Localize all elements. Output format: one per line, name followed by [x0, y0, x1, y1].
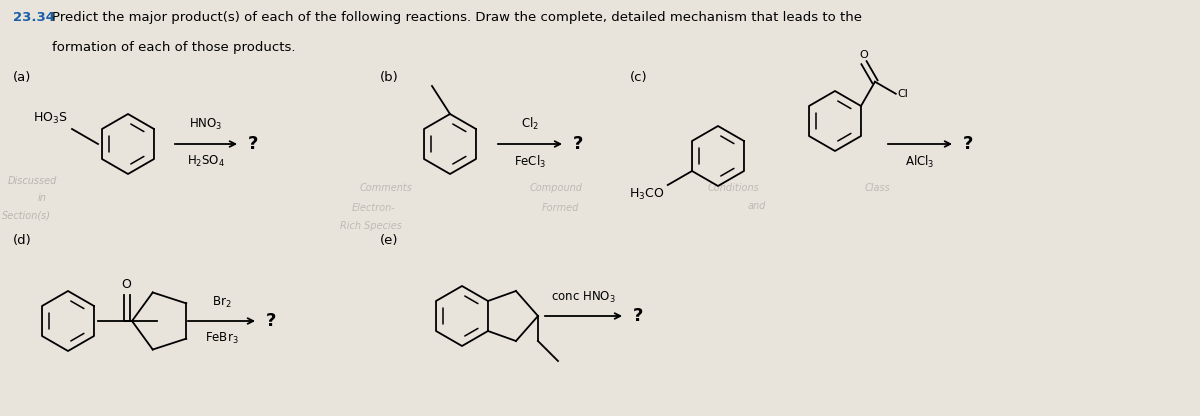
Text: ?: ? — [574, 135, 583, 153]
Text: Rich Species: Rich Species — [340, 221, 402, 231]
Text: O: O — [859, 50, 869, 60]
Text: ?: ? — [964, 135, 973, 153]
Text: (d): (d) — [13, 234, 31, 247]
Text: Electron-: Electron- — [352, 203, 396, 213]
Text: Conditions: Conditions — [708, 183, 760, 193]
Text: (a): (a) — [13, 71, 31, 84]
Text: Comments: Comments — [360, 183, 413, 193]
Text: Cl: Cl — [898, 89, 908, 99]
Text: ?: ? — [634, 307, 643, 325]
Text: ?: ? — [248, 135, 258, 153]
Text: Predict the major product(s) of each of the following reactions. Draw the comple: Predict the major product(s) of each of … — [52, 11, 862, 24]
Text: HO$_3$S: HO$_3$S — [34, 111, 68, 126]
Text: (b): (b) — [380, 71, 398, 84]
Text: H$_2$SO$_4$: H$_2$SO$_4$ — [187, 154, 226, 169]
Text: Compound: Compound — [530, 183, 583, 193]
Text: 23.34: 23.34 — [13, 11, 55, 24]
Text: H$_3$CO: H$_3$CO — [630, 187, 665, 202]
Text: HNO$_3$: HNO$_3$ — [190, 117, 223, 133]
Text: Discussed: Discussed — [8, 176, 58, 186]
Text: conc HNO$_3$: conc HNO$_3$ — [551, 290, 616, 305]
Text: Section(s): Section(s) — [2, 210, 50, 220]
Text: Br$_2$: Br$_2$ — [211, 295, 232, 310]
Text: ?: ? — [266, 312, 276, 330]
Text: and: and — [748, 201, 767, 211]
Text: Class: Class — [865, 183, 890, 193]
Text: AlCl$_3$: AlCl$_3$ — [905, 154, 935, 170]
Text: in: in — [38, 193, 47, 203]
Text: Formed: Formed — [542, 203, 580, 213]
Text: FeBr$_3$: FeBr$_3$ — [205, 331, 239, 346]
Text: formation of each of those products.: formation of each of those products. — [52, 41, 295, 54]
Text: O: O — [121, 278, 131, 291]
Text: Cl$_2$: Cl$_2$ — [521, 116, 539, 133]
Text: FeCl$_3$: FeCl$_3$ — [514, 154, 546, 170]
Text: (c): (c) — [630, 71, 648, 84]
Text: (e): (e) — [380, 234, 398, 247]
